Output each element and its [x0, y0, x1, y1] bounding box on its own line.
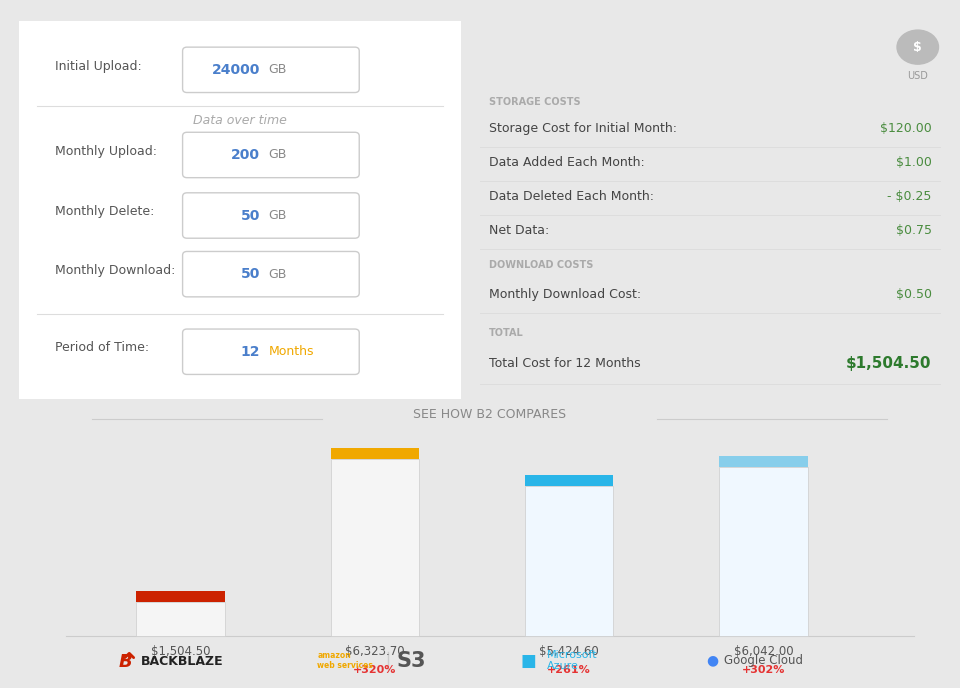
Text: $1,504.50: $1,504.50 [151, 645, 210, 658]
Text: STORAGE COSTS: STORAGE COSTS [490, 97, 581, 107]
Text: Google Cloud: Google Cloud [724, 654, 803, 667]
Text: Months: Months [269, 345, 314, 358]
Text: Data over time: Data over time [193, 114, 287, 127]
Text: +302%: +302% [742, 665, 785, 675]
Text: $: $ [913, 41, 923, 54]
Text: B: B [119, 653, 132, 671]
Text: TOTAL: TOTAL [490, 327, 524, 338]
Text: 24000: 24000 [211, 63, 260, 77]
Text: 50: 50 [241, 267, 260, 281]
Text: $5,424.60: $5,424.60 [540, 645, 599, 658]
Text: Monthly Delete:: Monthly Delete: [55, 205, 154, 218]
Text: Total Cost for 12 Months: Total Cost for 12 Months [490, 356, 641, 369]
FancyBboxPatch shape [182, 132, 359, 178]
Bar [719, 467, 807, 636]
Text: GB: GB [269, 149, 287, 162]
Text: DOWNLOAD COSTS: DOWNLOAD COSTS [490, 259, 593, 270]
Text: $0.75: $0.75 [896, 224, 931, 237]
Text: $6,323.70: $6,323.70 [345, 645, 404, 658]
Circle shape [897, 30, 939, 64]
Text: $6,042.00: $6,042.00 [733, 645, 793, 658]
Text: $0.50: $0.50 [896, 288, 931, 301]
Bar [525, 475, 613, 486]
Text: GB: GB [269, 63, 287, 76]
Text: Monthly Download:: Monthly Download: [55, 264, 175, 277]
Text: ●: ● [706, 654, 718, 667]
FancyBboxPatch shape [14, 17, 466, 403]
FancyBboxPatch shape [182, 47, 359, 93]
Text: BACKBLAZE: BACKBLAZE [141, 656, 224, 669]
Bar [525, 486, 613, 636]
Text: Monthly Upload:: Monthly Upload: [55, 144, 156, 158]
Text: GB: GB [269, 268, 287, 281]
Text: Storage Cost for Initial Month:: Storage Cost for Initial Month: [490, 122, 677, 135]
Text: amazon
web services: amazon web services [318, 651, 373, 670]
FancyBboxPatch shape [182, 252, 359, 297]
Text: Initial Upload:: Initial Upload: [55, 60, 141, 72]
Text: Monthly Download Cost:: Monthly Download Cost: [490, 288, 641, 301]
Bar [330, 448, 419, 459]
Text: +261%: +261% [547, 665, 591, 675]
Text: - $0.25: - $0.25 [887, 190, 931, 203]
Text: +320%: +320% [353, 665, 396, 675]
Text: $120.00: $120.00 [879, 122, 931, 135]
Text: Data Deleted Each Month:: Data Deleted Each Month: [490, 190, 654, 203]
Text: Period of Time:: Period of Time: [55, 341, 149, 354]
Text: $1.00: $1.00 [896, 156, 931, 169]
Bar [330, 459, 419, 636]
Text: Data Added Each Month:: Data Added Each Month: [490, 156, 645, 169]
Text: ■: ■ [520, 652, 537, 669]
Text: SEE HOW B2 COMPARES: SEE HOW B2 COMPARES [413, 408, 566, 420]
Text: USD: USD [907, 70, 928, 80]
FancyBboxPatch shape [182, 329, 359, 374]
Text: Microsoft
Azure: Microsoft Azure [547, 649, 598, 671]
Text: $1,504.50: $1,504.50 [846, 356, 931, 371]
Text: 12: 12 [240, 345, 260, 358]
Text: 50: 50 [241, 208, 260, 222]
Text: Net Data:: Net Data: [490, 224, 549, 237]
FancyBboxPatch shape [182, 193, 359, 238]
Bar [719, 456, 807, 467]
Text: 200: 200 [230, 148, 260, 162]
Bar [136, 591, 225, 602]
Text: S3: S3 [396, 651, 426, 671]
Bar [136, 602, 225, 636]
Text: GB: GB [269, 209, 287, 222]
